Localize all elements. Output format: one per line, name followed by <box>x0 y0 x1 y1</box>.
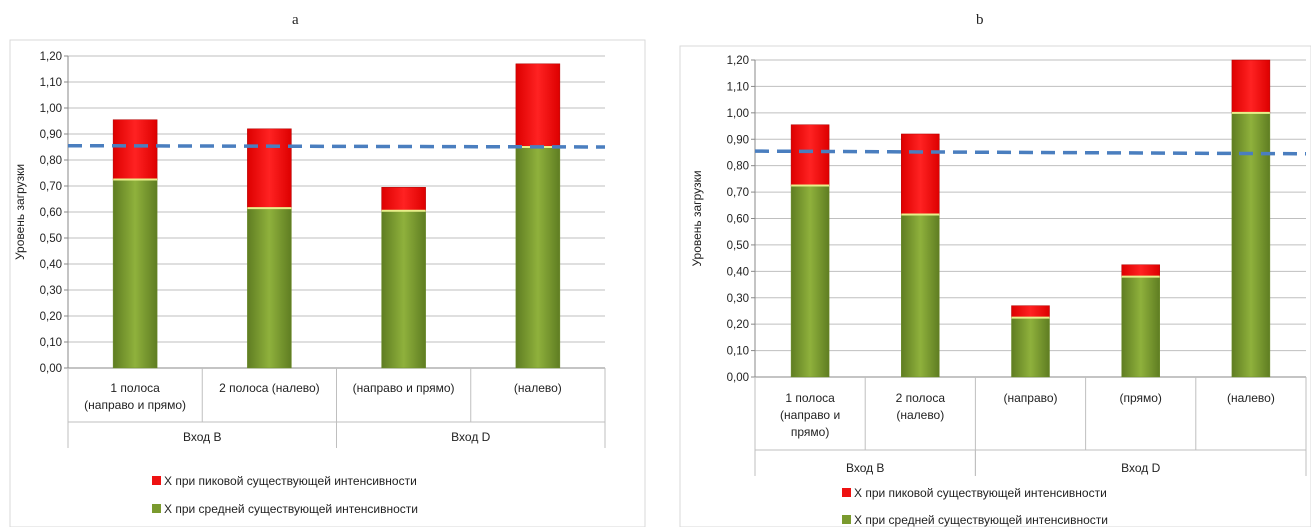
category-label: (налево) <box>896 408 944 422</box>
y-tick-label: 0,50 <box>727 240 749 252</box>
y-tick-label: 0,60 <box>40 207 62 219</box>
y-tick-label: 0,90 <box>727 134 749 146</box>
y-tick-label: 0,60 <box>727 214 749 226</box>
category-label: (прямо) <box>1119 391 1161 405</box>
category-label: 2 полоса <box>896 391 946 405</box>
bar-average-2 <box>247 207 292 369</box>
category-label: 1 полоса <box>110 381 160 395</box>
group-label: Вход D <box>1121 461 1160 475</box>
y-tick-label: 0,90 <box>40 129 62 141</box>
bar-average-3 <box>1011 317 1050 378</box>
legend-entry: Х при пиковой существующей интенсивности <box>164 474 417 488</box>
bar-peak-2 <box>247 128 292 209</box>
y-tick-label: 0,00 <box>40 363 62 375</box>
y-tick-label: 0,40 <box>40 259 62 271</box>
y-axis-title: Уровень загрузки <box>13 164 27 260</box>
legend-swatch <box>842 515 851 524</box>
bar-average-2 <box>901 214 940 378</box>
y-tick-label: 0,70 <box>40 181 62 193</box>
panel-letter-b: b <box>976 12 984 28</box>
bar-peak-2 <box>901 133 940 215</box>
y-tick-label: 1,10 <box>727 81 749 93</box>
category-label: прямо) <box>791 425 829 439</box>
category-label: 2 полоса (налево) <box>219 381 320 395</box>
chart-a-svg: 0,00 0,10 0,20 0,30 0,40 0,50 0,60 0,70 0,80 0,90… <box>9 39 646 527</box>
bar-average-1 <box>112 179 158 369</box>
legend-entry: Х при средней существующей интенсивности <box>854 513 1108 527</box>
legend-entry: Х при пиковой существующей интенсивности <box>854 486 1107 500</box>
category-label: (направо и прямо) <box>353 381 455 395</box>
category-label: 1 полоса <box>785 391 835 405</box>
bar-average-4 <box>1121 276 1160 378</box>
category-label: (налево) <box>514 381 562 395</box>
panel-letter-a: a <box>292 12 299 28</box>
y-tick-label: 0,30 <box>727 293 749 305</box>
chart-frame <box>679 45 1311 527</box>
bar-average-3 <box>381 210 426 369</box>
bar-peak-1 <box>112 119 158 180</box>
category-label: (направо и <box>780 408 840 422</box>
y-tick-label: 0,20 <box>727 319 749 331</box>
group-label: Вход B <box>846 461 884 475</box>
y-tick-label: 0,30 <box>40 285 62 297</box>
category-label: (направо) <box>1003 391 1057 405</box>
y-tick-label: 0,50 <box>40 233 62 245</box>
legend-swatch <box>152 504 161 513</box>
chart-b-svg: 0,00 0,10 0,20 0,30 0,40 0,50 0,60 0,70 0,80 0,90… <box>679 45 1311 527</box>
bar-peak-4 <box>1121 264 1160 277</box>
y-tick-label: 0,20 <box>40 311 62 323</box>
legend-swatch <box>152 476 161 485</box>
bar-average-5 <box>1231 112 1271 378</box>
bar-average-4 <box>515 146 561 369</box>
chart-frame <box>9 39 646 527</box>
y-tick-label: 1,00 <box>40 103 62 115</box>
group-label: Вход B <box>183 430 221 444</box>
y-tick-label: 1,20 <box>727 55 749 67</box>
reference-line <box>754 149 1307 156</box>
category-label: (направо и прямо) <box>84 398 186 412</box>
bar-peak-4 <box>515 63 561 148</box>
y-tick-label: 0,10 <box>727 346 749 358</box>
y-tick-label: 0,80 <box>40 155 62 167</box>
y-tick-label: 1,10 <box>40 77 62 89</box>
bar-peak-3 <box>381 187 426 211</box>
group-label: Вход D <box>451 430 490 444</box>
bar-peak-1 <box>790 124 830 186</box>
y-axis-title: Уровень загрузки <box>690 170 704 266</box>
y-tick-label: 0,10 <box>40 337 62 349</box>
legend-swatch <box>842 488 851 497</box>
y-tick-label: 0,00 <box>727 372 749 384</box>
legend-entry: Х при средней существующей интенсивности <box>164 502 418 516</box>
y-tick-label: 0,70 <box>727 187 749 199</box>
bar-peak-5 <box>1231 59 1271 114</box>
y-tick-label: 0,80 <box>727 161 749 173</box>
bar-peak-3 <box>1011 305 1050 318</box>
category-label: (налево) <box>1227 391 1275 405</box>
bar-average-1 <box>790 185 830 378</box>
chart-panel-a: a 0,00 0,10 0,20 0,30 0,40 0,50 0,60 0,70 0,80 0,… <box>0 0 646 527</box>
y-tick-label: 1,00 <box>727 108 749 120</box>
y-tick-label: 0,40 <box>727 266 749 278</box>
reference-line <box>67 143 606 149</box>
y-tick-label: 1,20 <box>40 51 62 63</box>
chart-panel-b: b 0,00 0,10 0,20 0,30 0,40 0,50 0,60 0,70 0,80 0,… <box>660 0 1311 527</box>
